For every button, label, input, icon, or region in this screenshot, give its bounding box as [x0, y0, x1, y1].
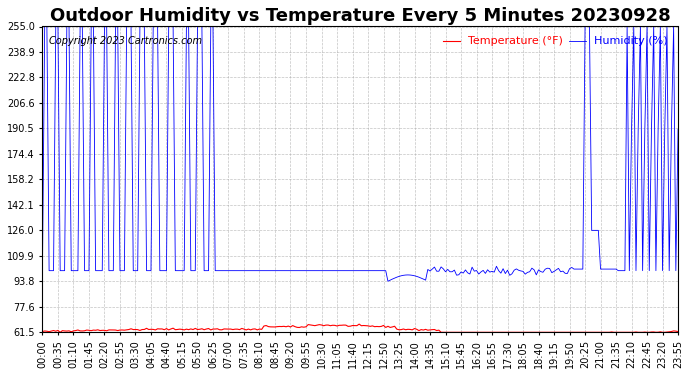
Humidity (%) [576, 267, 584, 272]
Temperature (°F) [588, 330, 596, 334]
Temperature (°F) [355, 322, 364, 326]
Humidity (%) [384, 279, 392, 284]
Temperature (°F) [56, 330, 64, 334]
Humidity (%) [674, 127, 682, 132]
Humidity (%) [41, 24, 49, 29]
Temperature (°F) [364, 324, 372, 328]
Line: Temperature (°F): Temperature (°F) [43, 324, 678, 332]
Legend: Temperature (°F), Humidity (%): Temperature (°F), Humidity (%) [438, 32, 673, 51]
Humidity (%) [588, 228, 596, 232]
Humidity (%) [39, 268, 47, 273]
Temperature (°F) [576, 330, 584, 334]
Temperature (°F) [623, 330, 631, 334]
Title: Outdoor Humidity vs Temperature Every 5 Minutes 20230928: Outdoor Humidity vs Temperature Every 5 … [50, 7, 671, 25]
Text: Copyright 2023 Cartronics.com: Copyright 2023 Cartronics.com [49, 36, 201, 46]
Temperature (°F) [603, 330, 611, 334]
Humidity (%) [362, 268, 370, 273]
Humidity (%) [603, 267, 611, 272]
Humidity (%) [96, 268, 104, 273]
Temperature (°F) [674, 329, 682, 334]
Temperature (°F) [39, 329, 47, 334]
Humidity (%) [623, 24, 631, 29]
Line: Humidity (%): Humidity (%) [43, 27, 678, 281]
Temperature (°F) [96, 328, 104, 333]
